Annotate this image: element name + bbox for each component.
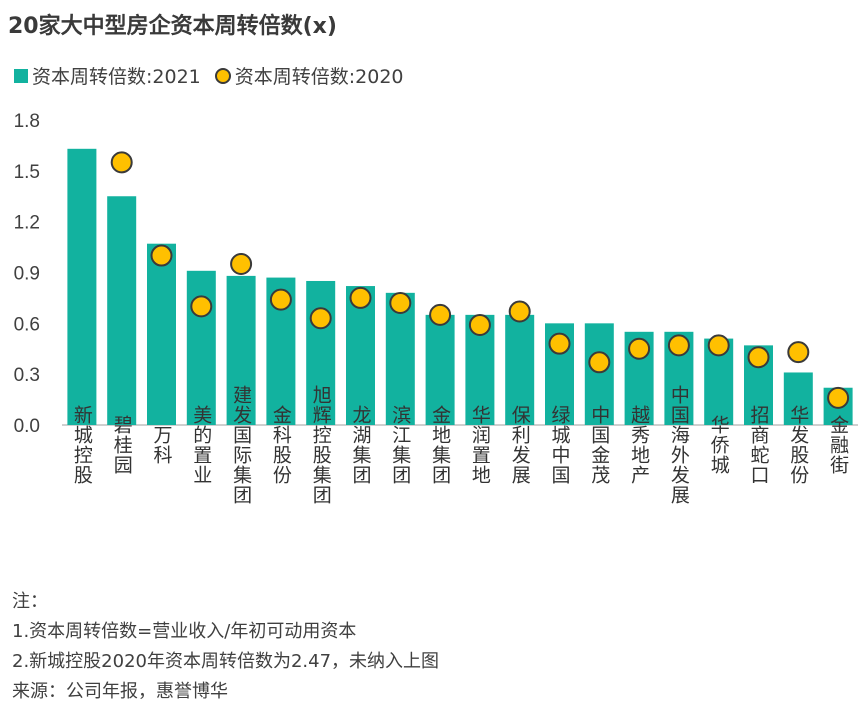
x-tick-label: 金融街	[827, 415, 849, 475]
dot-2020	[389, 292, 412, 314]
legend-item-2020: 资本周转倍数:2020	[214, 62, 404, 89]
bar-2021	[425, 314, 455, 425]
x-tick-label: 华侨城	[708, 415, 730, 475]
x-tick-label: 华发股份	[787, 405, 809, 485]
dot-2020	[230, 253, 253, 276]
bar-2021	[346, 286, 375, 425]
x-tick-label: 越秀地产	[628, 405, 650, 485]
notes-line-1: 1.资本周转倍数=营业收入/年初可动用资本	[12, 621, 357, 642]
dot-2020	[588, 351, 611, 374]
x-tick-label: 绿城中国	[549, 405, 571, 485]
dot-2020	[150, 244, 173, 267]
notes-source: 来源：公司年报，惠誉博华	[12, 681, 228, 702]
bar-2021	[584, 323, 614, 425]
x-tick-label: 碧桂园	[111, 415, 133, 475]
legend: 资本周转倍数:2021 资本周转倍数:2020	[14, 62, 418, 89]
bar-2021	[783, 372, 813, 425]
dot-2020	[548, 332, 571, 355]
y-tick-label: 0.9	[14, 264, 40, 285]
dot-2020	[667, 334, 690, 357]
dot-2020	[309, 307, 332, 330]
x-tick-label: 中国海外发展	[668, 385, 690, 505]
dot-2020	[349, 286, 372, 309]
x-tick-label: 美的置业	[190, 405, 212, 485]
bar-2021	[226, 275, 256, 425]
x-tick-label: 新城控股	[71, 405, 93, 485]
y-tick-label: 0.6	[14, 314, 40, 335]
dot-2020	[747, 346, 770, 369]
bar-2021	[186, 270, 216, 425]
legend-label-2020: 资本周转倍数:2020	[234, 66, 404, 88]
dot-2020	[468, 314, 491, 337]
notes-line-2: 2.新城控股2020年资本周转倍数为2.47，未纳入上图	[12, 651, 440, 672]
x-tick-label: 龙湖集团	[350, 405, 372, 485]
y-tick-label: 1.5	[14, 162, 40, 183]
bar-chart: 0.0 0.3 0.6 0.9 1.2 1.5 1.8 新城控股 碧桂园 万科 美的置业 建发国际集团…	[14, 111, 858, 505]
y-tick-label: 1.8	[14, 111, 40, 132]
x-tick-label: 保利发展	[509, 405, 531, 485]
bar-2021	[147, 243, 176, 425]
x-tick-label: 金地集团	[429, 405, 451, 485]
bar-2021	[107, 196, 137, 425]
notes: 注： 1.资本周转倍数=营业收入/年初可动用资本 2.新城控股2020年资本周转…	[12, 587, 439, 707]
x-tick-label: 招商蛇口	[748, 405, 770, 485]
bar-2021	[385, 292, 415, 425]
dot-2020	[827, 386, 850, 409]
legend-dot-swatch	[214, 67, 231, 84]
x-tick-label: 华润置地	[469, 405, 491, 485]
dot-2020	[429, 303, 452, 326]
legend-item-2021: 资本周转倍数:2021	[14, 62, 201, 89]
dot-2020	[190, 295, 213, 318]
dot-2020	[508, 300, 531, 323]
y-tick-label: 0.3	[14, 365, 40, 386]
x-tick-label: 万科	[151, 425, 173, 465]
x-tick-label: 滨江集团	[389, 405, 411, 485]
x-tick-label: 旭辉控股集团	[310, 385, 332, 505]
dot-2020	[628, 337, 651, 360]
bar-2021	[67, 148, 97, 426]
x-tick-label: 建发国际集团	[230, 385, 252, 505]
x-tick-label: 中国金茂	[588, 405, 610, 485]
y-tick-label: 1.2	[14, 213, 40, 234]
dot-2020	[110, 151, 133, 174]
legend-label-2021: 资本周转倍数:2021	[32, 66, 201, 88]
x-tick-label: 金科股份	[270, 405, 292, 485]
dot-2020	[707, 334, 730, 357]
bar-2021	[306, 280, 336, 425]
y-tick-label: 0.0	[14, 416, 40, 437]
chart-title: 20家大中型房企资本周转倍数(x)	[8, 14, 337, 39]
dot-2020	[269, 288, 292, 311]
notes-header: 注：	[12, 591, 48, 612]
dot-2020	[787, 341, 810, 364]
legend-bar-swatch	[14, 68, 28, 83]
bar-2021	[505, 314, 535, 425]
